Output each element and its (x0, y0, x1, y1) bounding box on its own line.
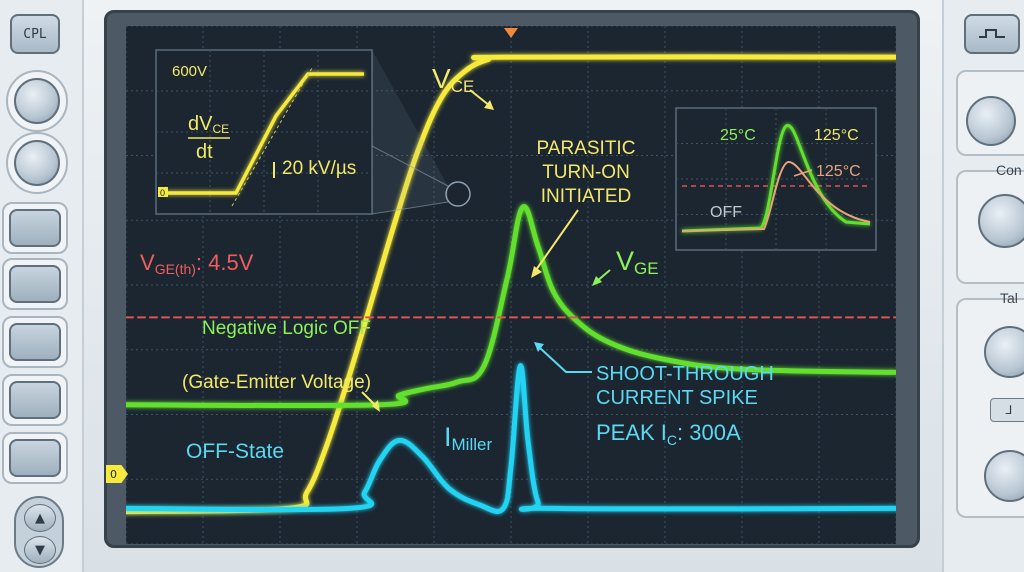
series-line-vce (123, 54, 899, 515)
gate-emitter-label: (Gate-Emitter Voltage) (182, 372, 371, 393)
right-knob-2[interactable] (978, 194, 1024, 248)
inset-temperature: 25°C 125°C 125°C OFF (675, 107, 877, 251)
square-wave-icon (979, 29, 1005, 38)
left-button-1[interactable] (9, 209, 61, 247)
oscilloscope-screen: 600V dVCE dt 20 kV/µs 0 25°C 125°C 125°C… (104, 25, 899, 545)
panel-label-con: Con (996, 162, 1022, 178)
inset-ground-label: 0 (160, 188, 165, 198)
inset-voltage-label: 600V (172, 63, 207, 80)
temp-label-off: OFF (710, 204, 742, 221)
series-line-vge (123, 204, 899, 409)
left-button-2[interactable] (9, 265, 61, 303)
ground-reference-marker: 0 (106, 465, 128, 483)
left-knob-2[interactable] (14, 140, 60, 186)
arrow-up-button[interactable]: ▲ (24, 504, 56, 532)
left-control-panel: CPL ▲ ▼ (0, 0, 84, 572)
inset-dv-numerator: dVCE (188, 113, 229, 136)
vce-label: VCE (432, 63, 474, 96)
series-line-imiller (123, 363, 899, 514)
waveform-button[interactable] (964, 14, 1020, 54)
threshold-label: VGE(th): 4.5V (140, 250, 254, 277)
zoom-lens-icon (445, 181, 471, 207)
temp-label-25c: 25°C (720, 127, 756, 144)
temp-label-125c-lower: 125°C (816, 163, 861, 180)
right-knob-1[interactable] (966, 96, 1016, 146)
left-knob-1[interactable] (14, 78, 60, 124)
svg-text:INITIATED: INITIATED (541, 186, 631, 207)
arrow-down-button[interactable]: ▼ (24, 536, 56, 564)
waveform-traces (123, 54, 899, 515)
left-button-5[interactable] (9, 439, 61, 477)
svg-text:PARASITIC: PARASITIC (537, 138, 636, 159)
left-button-4[interactable] (9, 381, 61, 419)
inset-dv-denominator: dt (196, 141, 213, 163)
peak-current-label: PEAK IC: 300A (596, 420, 741, 448)
navigation-buttons: ▲ ▼ (14, 496, 64, 568)
trigger-marker-icon (504, 28, 518, 38)
oscilloscope-plot: 600V dVCE dt 20 kV/µs 0 25°C 125°C 125°C… (104, 25, 899, 545)
svg-text:CURRENT SPIKE: CURRENT SPIKE (596, 387, 758, 409)
small-mode-button[interactable]: ⅃ (990, 398, 1024, 422)
inset-rate-label: 20 kV/µs (282, 158, 356, 179)
cpl-button[interactable]: CPL (10, 14, 60, 54)
parasitic-label: PARASITIC TURN-ON INITIATED (537, 138, 636, 207)
svg-text:TURN-ON: TURN-ON (542, 162, 630, 183)
panel-label-tal: Tal (1000, 290, 1018, 306)
temp-label-125c-top: 125°C (814, 127, 859, 144)
right-knob-4[interactable] (984, 450, 1024, 502)
right-knob-3[interactable] (984, 326, 1024, 378)
vge-label: VGE (616, 246, 659, 278)
left-button-3[interactable] (9, 323, 61, 361)
off-state-label: OFF-State (186, 440, 284, 463)
inset-dvdt: 600V dVCE dt 20 kV/µs 0 (155, 49, 373, 215)
shoot-through-label: SHOOT-THROUGH CURRENT SPIKE (596, 363, 774, 409)
imiller-label: IMiller (444, 422, 492, 454)
negative-logic-label: Negative Logic OFF (202, 318, 371, 339)
svg-text:SHOOT-THROUGH: SHOOT-THROUGH (596, 363, 774, 385)
